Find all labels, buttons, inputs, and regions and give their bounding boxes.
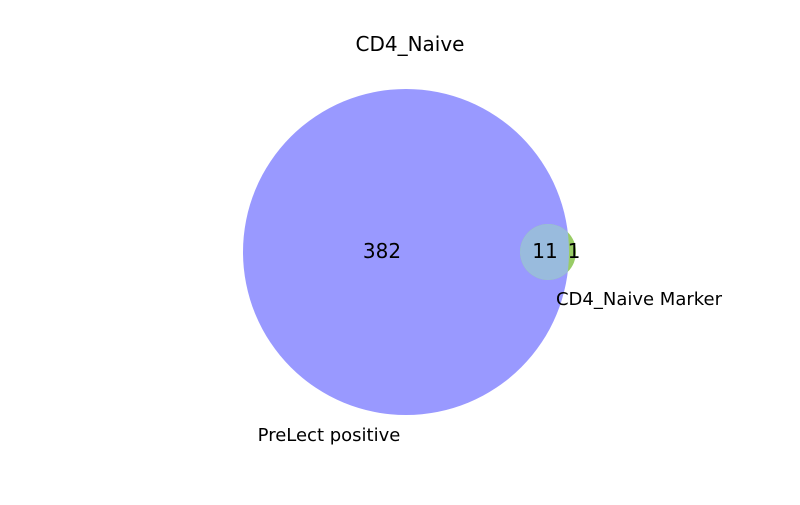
- region-count-a-only: 382: [363, 239, 401, 263]
- overlap-region: [520, 224, 569, 280]
- set-b-label: CD4_Naive Marker: [556, 289, 723, 310]
- set-a-label: PreLect positive: [258, 425, 401, 446]
- region-count-b-only: 1: [568, 239, 581, 263]
- set-a-circle: [243, 89, 569, 415]
- region-count-both: 11: [532, 239, 557, 263]
- chart-title: CD4_Naive: [355, 32, 464, 56]
